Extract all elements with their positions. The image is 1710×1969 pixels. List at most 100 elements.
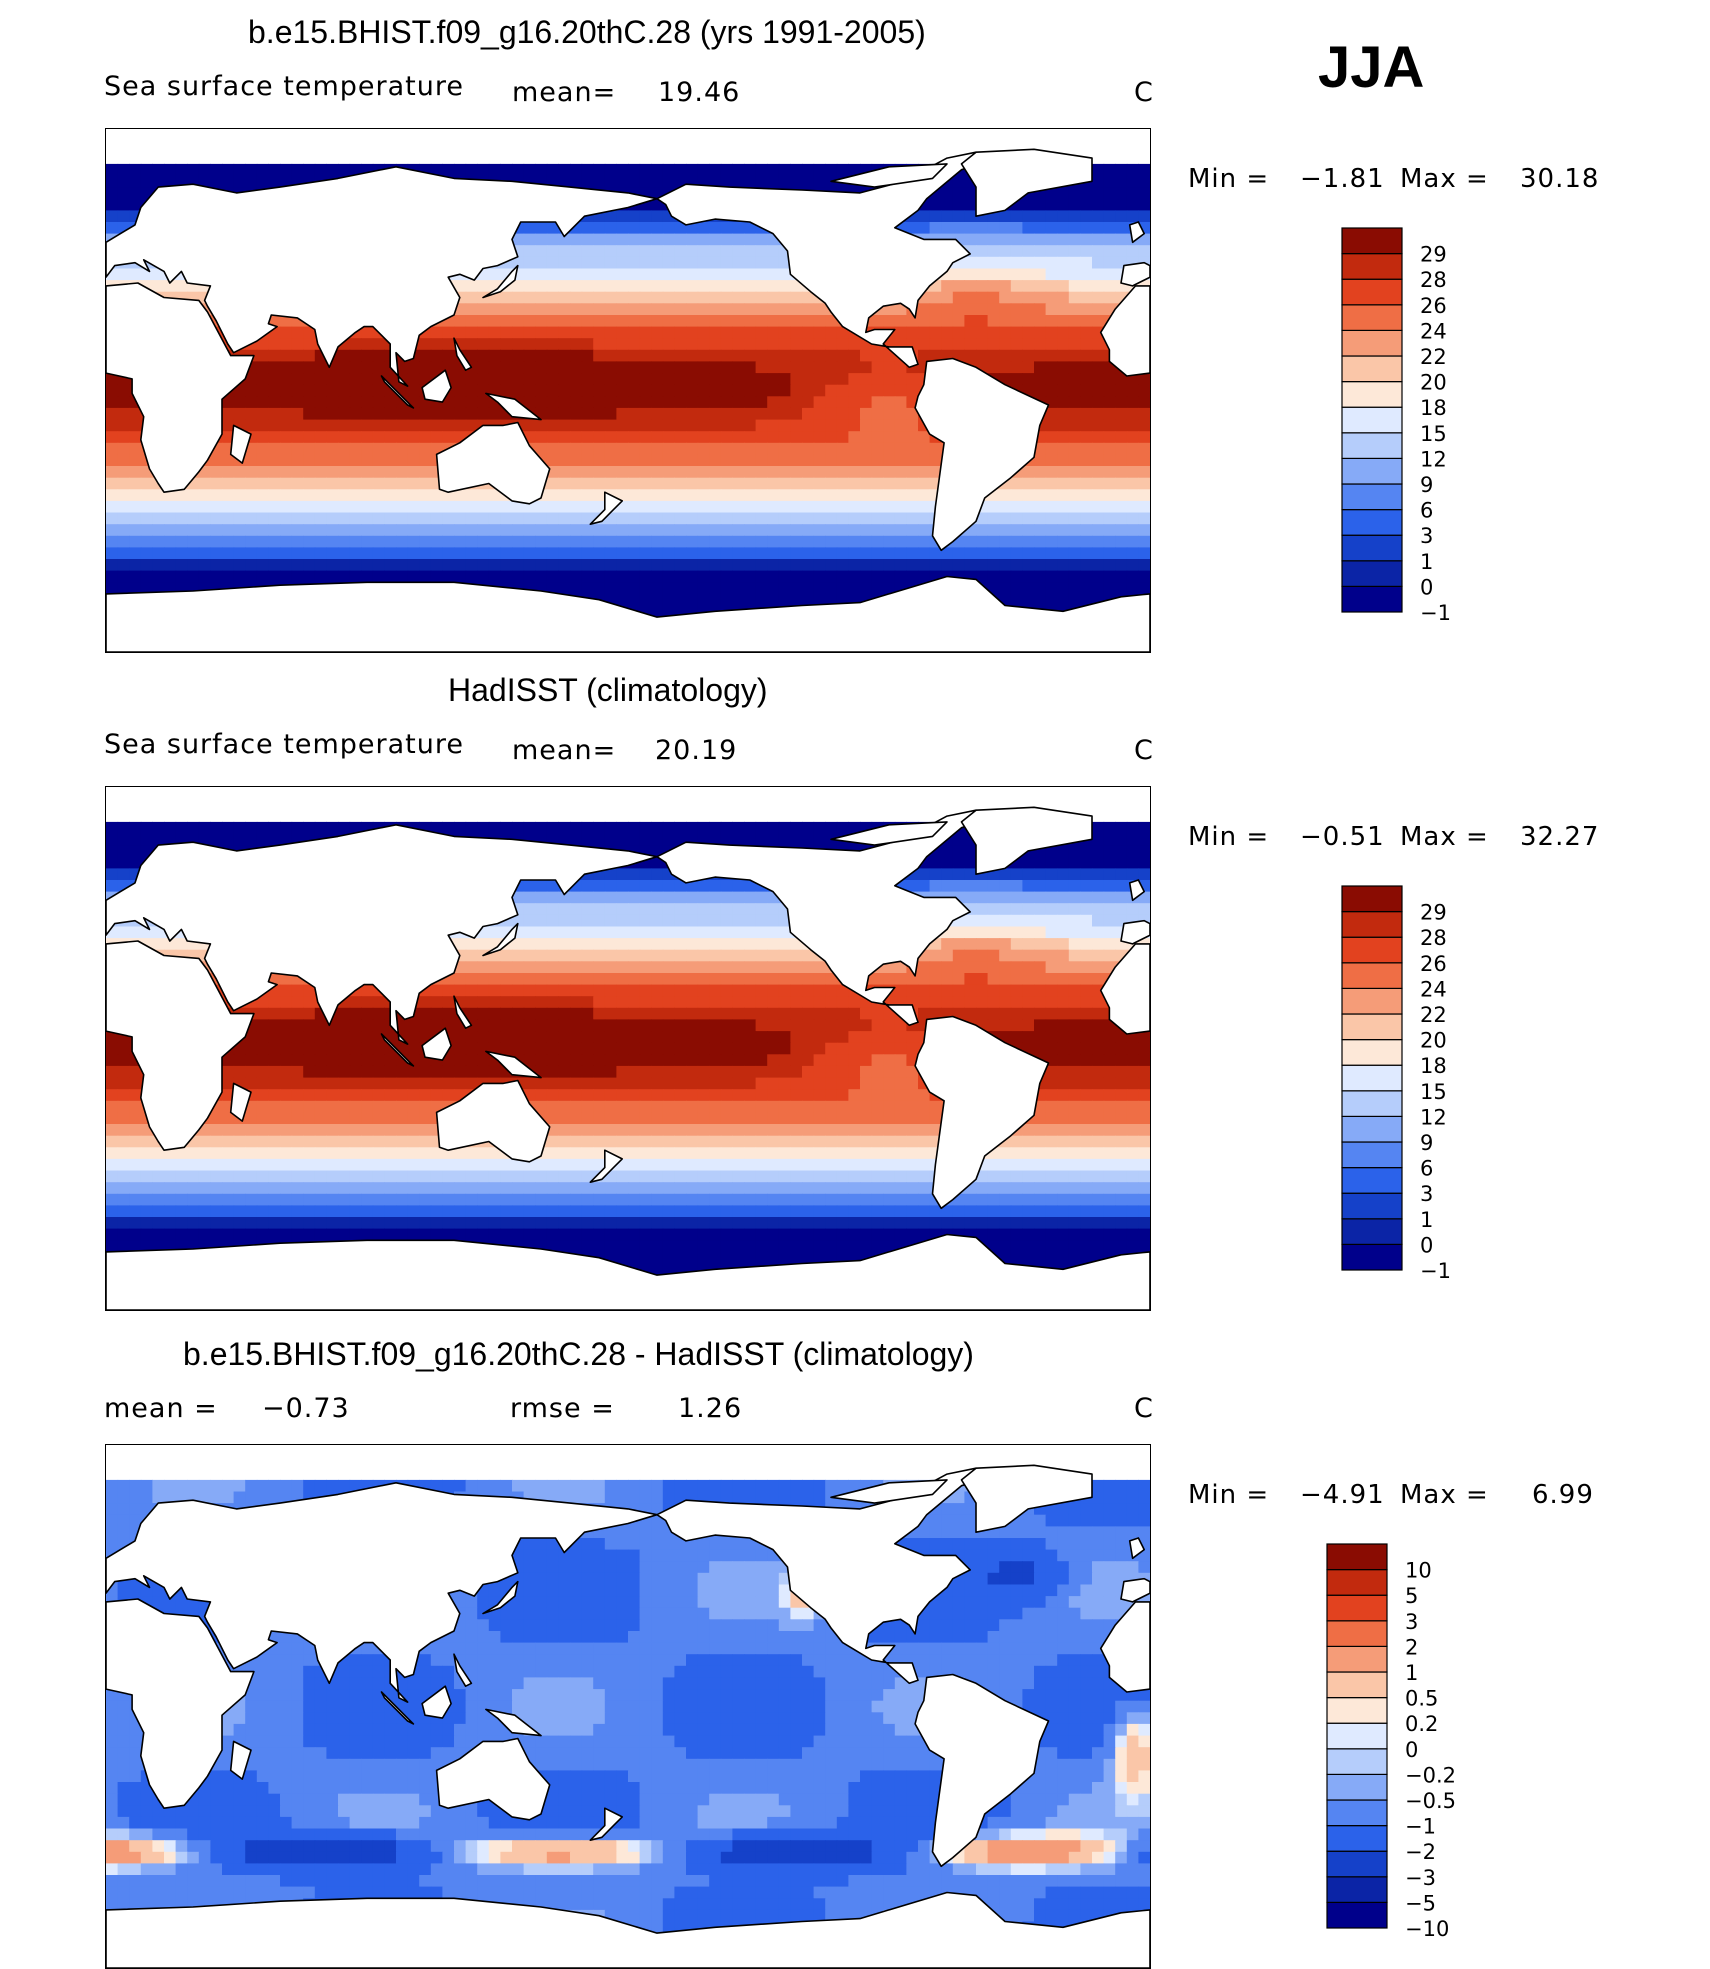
sst-cell — [1138, 431, 1150, 444]
sst-cell — [245, 454, 258, 467]
sst-cell — [1115, 198, 1128, 211]
sst-cell — [291, 466, 304, 479]
sst-cell — [1045, 961, 1058, 974]
sst-cell — [604, 938, 617, 951]
sst-cell — [848, 442, 861, 455]
sst-cell — [535, 338, 548, 351]
sst-cell — [233, 500, 246, 514]
sst-cell — [929, 198, 942, 211]
sst-cell — [1080, 903, 1093, 916]
sst-cell — [1068, 419, 1081, 432]
sst-cell — [651, 961, 664, 974]
sst-cell — [570, 559, 583, 572]
sst-cell — [593, 880, 606, 893]
sst-cell — [535, 500, 548, 514]
sst-cell — [987, 926, 1000, 939]
sst-cell — [396, 559, 409, 572]
sst-cell — [523, 280, 536, 293]
sst-cell — [430, 489, 443, 502]
sst-cell — [1115, 466, 1128, 479]
sst-cell — [129, 431, 142, 444]
sst-cell — [546, 349, 559, 362]
sst-cell — [117, 524, 130, 537]
sst-cell — [129, 570, 142, 583]
sst-cell — [570, 512, 583, 525]
sst-cell — [952, 845, 965, 858]
sst-cell — [1034, 984, 1047, 997]
sst-cell — [941, 868, 954, 881]
sst-cell — [894, 384, 907, 397]
sst-cell — [488, 559, 501, 572]
sst-cell — [651, 442, 664, 455]
sst-cell — [964, 233, 977, 246]
sst-cell — [593, 373, 606, 386]
sst-cell — [1045, 245, 1058, 258]
sst-cell — [1103, 268, 1116, 281]
sst-cell — [558, 303, 571, 316]
sst-cell — [291, 419, 304, 432]
sst-cell — [465, 407, 478, 421]
sst-cell — [581, 938, 594, 951]
sst-cell — [732, 547, 745, 560]
sst-cell — [651, 373, 664, 386]
sst-cell — [790, 593, 803, 607]
sst-cell — [813, 547, 826, 560]
sst-cell — [1022, 973, 1035, 986]
sst-cell — [825, 315, 838, 328]
sst-cell — [546, 524, 559, 537]
sst-cell — [628, 582, 641, 595]
sst-cell — [488, 163, 501, 177]
sst-cell — [651, 245, 664, 258]
panel1-title: b.e15.BHIST.f09_g16.20thC.28 (yrs 1991-2… — [248, 14, 926, 50]
sst-cell — [674, 256, 687, 269]
sst-cell — [198, 163, 211, 177]
sst-cell — [894, 535, 907, 548]
sst-cell — [836, 489, 849, 502]
sst-cell — [570, 326, 583, 339]
sst-cell — [117, 187, 130, 200]
sst-cell — [372, 396, 385, 409]
sst-cell — [465, 524, 478, 537]
sst-cell — [268, 361, 281, 374]
sst-cell — [187, 547, 200, 560]
sst-cell — [732, 466, 745, 479]
sst-cell — [1022, 570, 1035, 583]
sst-cell — [628, 431, 641, 444]
sst-cell — [222, 419, 235, 432]
sst-cell — [674, 961, 687, 974]
sst-cell — [419, 547, 432, 560]
sst-cell — [697, 891, 710, 904]
sst-cell — [1068, 477, 1081, 490]
sst-cell — [604, 973, 617, 986]
sst-cell — [709, 361, 722, 374]
sst-cell — [767, 914, 780, 927]
sst-cell — [523, 938, 536, 951]
sst-cell — [720, 291, 733, 304]
sst-cell — [1103, 582, 1116, 595]
sst-cell — [778, 512, 791, 525]
sst-cell — [836, 547, 849, 560]
sst-cell — [732, 833, 745, 846]
sst-cell — [314, 431, 327, 444]
sst-cell — [999, 868, 1012, 881]
sst-cell — [1022, 210, 1035, 223]
sst-cell — [883, 454, 896, 467]
sst-cell — [697, 489, 710, 502]
sst-cell — [952, 187, 965, 200]
sst-cell — [1068, 407, 1081, 421]
sst-cell — [732, 821, 745, 835]
sst-cell — [512, 291, 525, 304]
sst-cell — [802, 442, 815, 455]
sst-cell — [662, 373, 675, 386]
sst-cell — [976, 880, 989, 893]
sst-cell — [396, 466, 409, 479]
continent-europe_asia — [106, 166, 658, 387]
sst-cell — [1103, 489, 1116, 502]
sst-cell — [1010, 280, 1023, 293]
sst-cell — [268, 466, 281, 479]
sst-cell — [222, 833, 235, 846]
sst-cell — [836, 396, 849, 409]
sst-cell — [303, 326, 316, 339]
sst-cell — [1045, 303, 1058, 316]
sst-cell — [465, 419, 478, 432]
